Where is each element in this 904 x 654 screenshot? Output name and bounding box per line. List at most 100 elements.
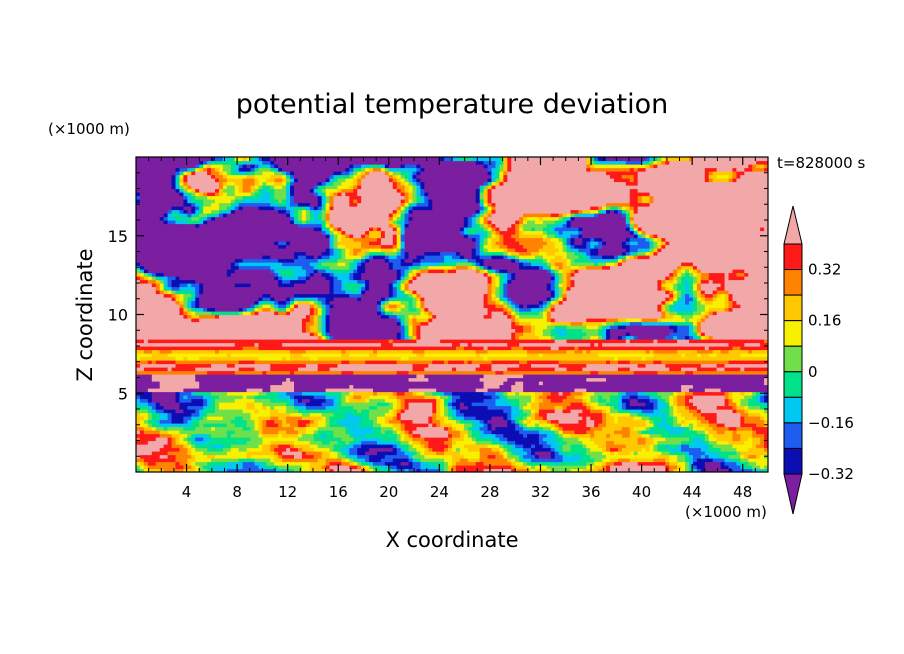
contour-cell <box>187 440 192 445</box>
contour-cell <box>218 409 224 414</box>
contour-cell <box>519 451 524 456</box>
contour-cell <box>645 363 651 368</box>
contour-cell <box>554 426 560 431</box>
contour-cell <box>218 405 224 410</box>
contour-cell <box>534 391 540 396</box>
contour-cell <box>420 363 425 368</box>
contour-cell <box>218 391 224 396</box>
contour-cell <box>538 451 544 456</box>
contour-cell <box>211 388 216 393</box>
contour-cell <box>175 367 181 372</box>
contour-cell <box>716 440 722 445</box>
contour-cell <box>444 367 449 372</box>
contour-cell <box>692 388 698 393</box>
contour-cell <box>396 426 402 431</box>
contour-cell <box>195 370 200 375</box>
contour-cell <box>151 451 157 456</box>
contour-cell <box>400 395 406 400</box>
contour-cell <box>538 363 544 368</box>
contour-cell <box>270 391 275 396</box>
contour-cell <box>546 381 552 386</box>
contour-cell <box>760 409 765 414</box>
contour-cell <box>720 430 726 435</box>
contour-cell <box>215 377 220 382</box>
contour-cell <box>199 433 204 438</box>
contour-cell <box>669 430 674 435</box>
contour-cell <box>333 451 339 456</box>
contour-cell <box>633 377 639 382</box>
contour-cell <box>313 461 319 466</box>
contour-cell <box>246 447 252 452</box>
contour-cell <box>420 402 425 407</box>
contour-cell <box>649 440 655 445</box>
contour-cell <box>629 398 635 403</box>
contour-cell <box>487 458 493 463</box>
contour-cell <box>696 468 702 472</box>
contour-cell <box>511 398 516 403</box>
contour-cell <box>365 388 370 393</box>
contour-cell <box>400 363 406 368</box>
contour-cell <box>661 451 666 456</box>
contour-cell <box>515 363 520 368</box>
contour-cell <box>290 430 295 435</box>
contour-field <box>136 157 768 472</box>
contour-cell <box>621 370 627 375</box>
contour-cell <box>617 444 623 449</box>
contour-cell <box>669 444 674 449</box>
contour-cell <box>554 444 560 449</box>
contour-cell <box>515 444 520 449</box>
contour-cell <box>519 363 524 368</box>
contour-cell <box>740 395 745 400</box>
contour-cell <box>677 409 682 414</box>
contour-cell <box>752 426 757 431</box>
contour-cell <box>602 451 607 456</box>
contour-cell <box>455 412 461 417</box>
contour-cell <box>633 416 639 421</box>
contour-cell <box>657 391 662 396</box>
contour-cell <box>704 458 710 463</box>
contour-cell <box>203 405 208 410</box>
contour-cell <box>211 398 216 403</box>
contour-cell <box>301 461 307 466</box>
contour-cell <box>392 444 398 449</box>
contour-cell <box>337 437 342 442</box>
contour-cell <box>436 461 441 466</box>
contour-cell <box>479 370 485 375</box>
contour-cell <box>633 412 639 417</box>
contour-cell <box>329 402 335 407</box>
contour-cell <box>270 468 275 472</box>
contour-cell <box>313 468 319 472</box>
contour-cell <box>258 395 263 400</box>
contour-cell <box>262 437 267 442</box>
contour-cell <box>448 433 453 438</box>
contour-cell <box>195 447 200 452</box>
contour-cell <box>274 409 279 414</box>
contour-cell <box>495 461 500 466</box>
contour-cell <box>139 363 145 368</box>
contour-cell <box>550 405 556 410</box>
contour-cell <box>495 374 500 379</box>
contour-cell <box>467 398 473 403</box>
contour-cell <box>696 405 702 410</box>
contour-cell <box>218 465 224 470</box>
contour-cell <box>309 374 315 379</box>
contour-cell <box>459 381 465 386</box>
contour-cell <box>155 384 161 389</box>
contour-cell <box>274 461 279 466</box>
contour-cell <box>254 405 260 410</box>
contour-cell <box>629 384 635 389</box>
contour-cell <box>448 451 453 456</box>
contour-cell <box>191 367 196 372</box>
contour-cell <box>313 409 319 414</box>
contour-cell <box>712 465 718 470</box>
contour-cell <box>744 426 749 431</box>
contour-cell <box>408 405 414 410</box>
contour-cell <box>297 454 303 459</box>
contour-cell <box>432 461 437 466</box>
contour-cell <box>748 374 753 379</box>
contour-cell <box>448 381 453 386</box>
contour-cell <box>677 388 682 393</box>
contour-cell <box>542 468 548 472</box>
contour-cell <box>357 409 362 414</box>
contour-cell <box>527 447 532 452</box>
